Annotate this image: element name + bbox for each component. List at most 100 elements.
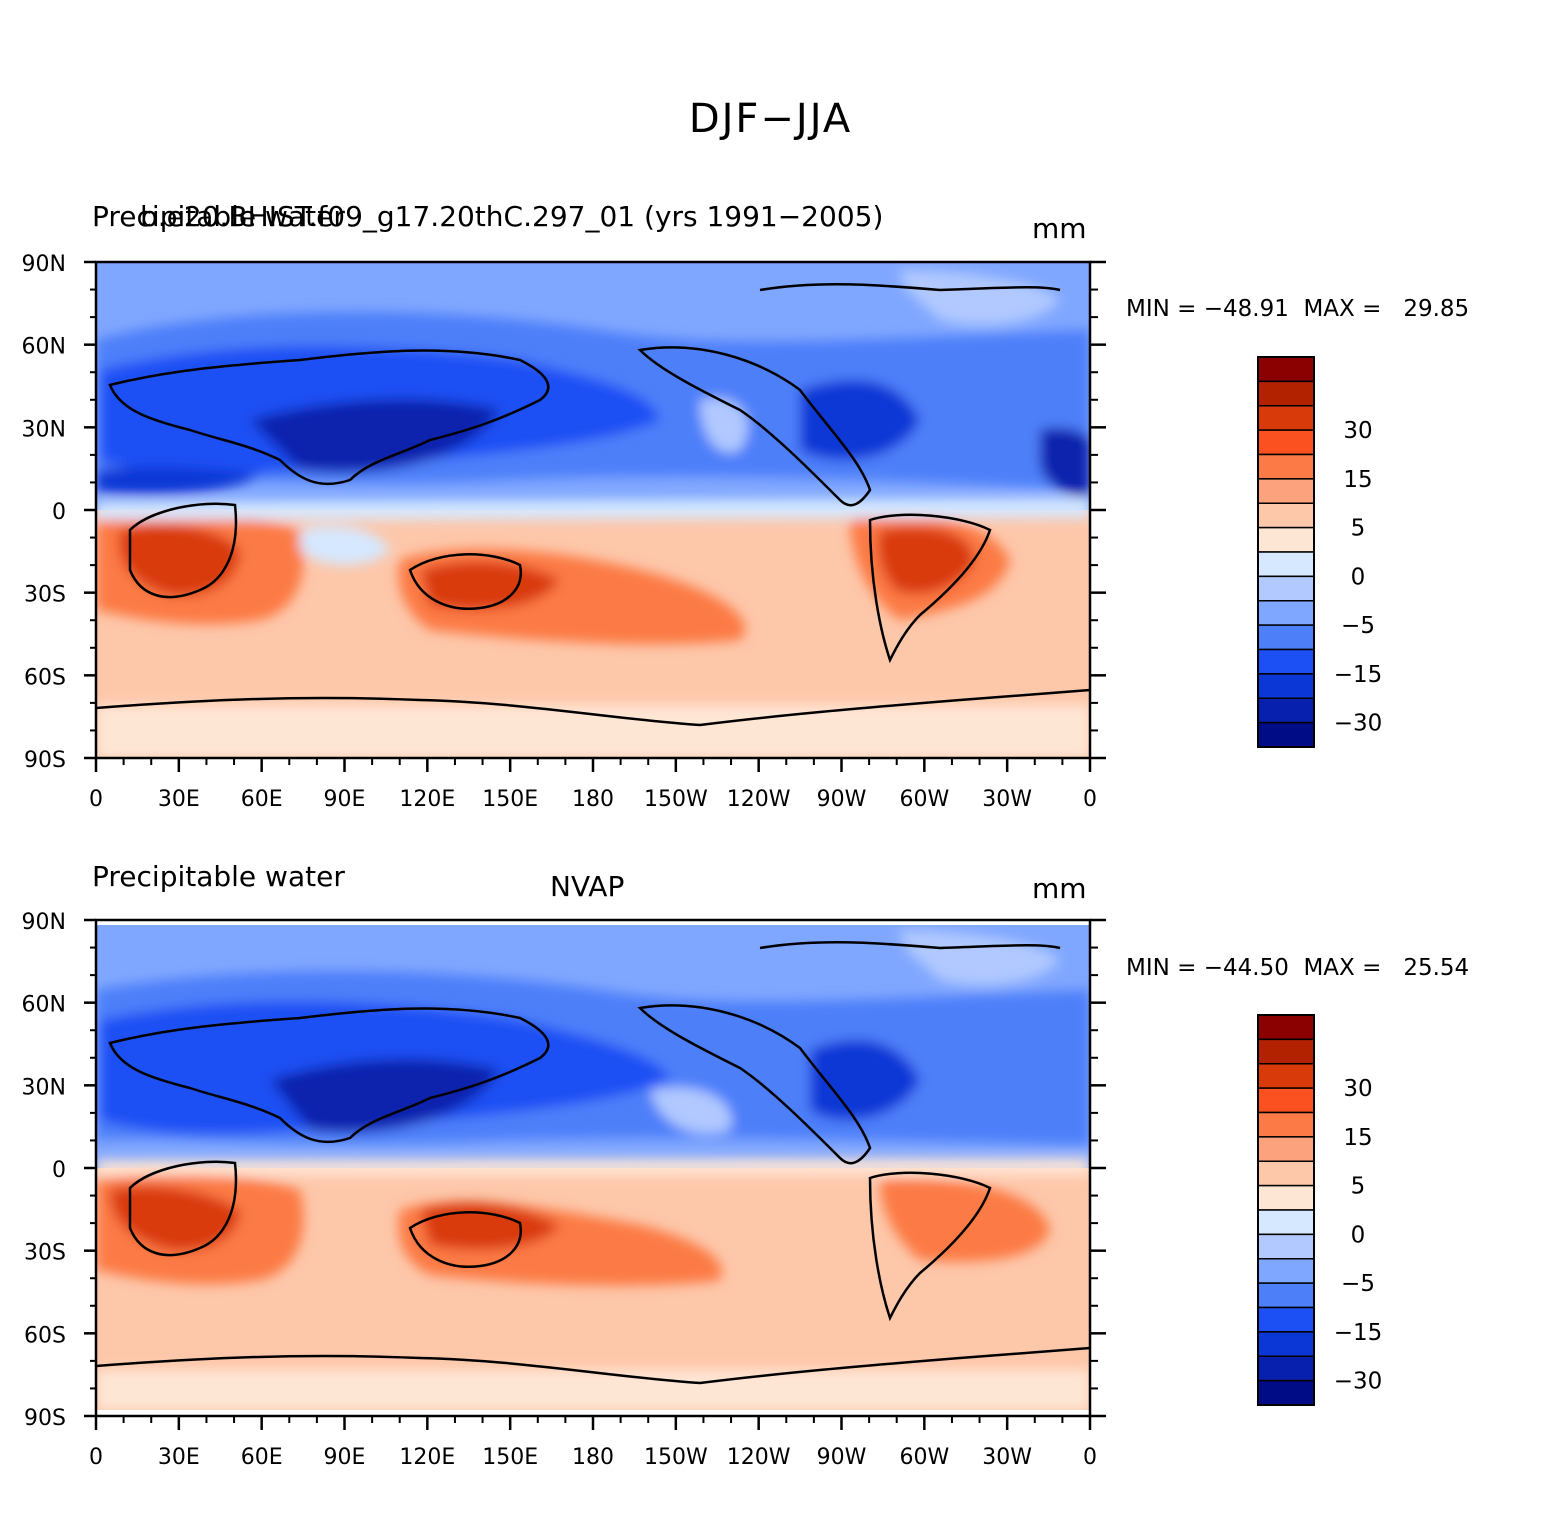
colorbar-swatch	[1257, 697, 1315, 724]
colorbar-label: 0	[1351, 564, 1366, 590]
lat-axis-1: 90N 60N 30N 0 30S 60S 90S	[22, 252, 1106, 773]
colorbar-swatch	[1257, 600, 1315, 626]
colorbar-swatch	[1257, 478, 1315, 504]
lon-axis-1: 0 30E 60E 90E 120E 150E 180 150W 120W 90W 60W 30W 0	[89, 758, 1097, 812]
colorbar-swatch	[1257, 380, 1315, 407]
colorbar-swatch	[1257, 1038, 1315, 1065]
colorbar-swatch	[1257, 1258, 1315, 1284]
lat-tick-label: 60N	[22, 335, 66, 360]
colorbar-label: 15	[1343, 467, 1372, 493]
lon-tick-label: 30E	[158, 787, 200, 812]
lon-tick-label: 60E	[241, 1445, 283, 1470]
lat-tick-label: 90S	[24, 1406, 66, 1431]
lon-tick-label: 30E	[158, 1445, 200, 1470]
colorbar-label: 0	[1351, 1222, 1366, 1248]
coastlines-2	[96, 940, 1090, 1385]
colorbar-swatch	[1257, 1184, 1315, 1211]
panel-1-center-title: b.e20.BHIST.f09_g17.20thC.297_01 (yrs 19…	[140, 200, 884, 233]
lon-tick-label: 90E	[324, 1445, 366, 1470]
lat-axis-2: 90N 60N 30N 0 30S 60S 90S	[22, 910, 1106, 1431]
colorbar-swatch	[1257, 575, 1315, 602]
colorbar-swatch	[1257, 526, 1315, 553]
panel-2-center-title: NVAP	[550, 870, 625, 903]
lon-tick-label: 0	[89, 1445, 103, 1470]
lat-tick-label: 60S	[24, 665, 66, 690]
colorbar-swatch	[1257, 356, 1315, 383]
colorbar-swatch	[1257, 429, 1315, 456]
field-1	[96, 262, 1090, 758]
colorbar-swatch	[1257, 1233, 1315, 1260]
colorbar-swatch	[1257, 1331, 1315, 1357]
lon-tick-label: 0	[89, 787, 103, 812]
lon-tick-label: 120E	[399, 787, 455, 812]
lon-tick-label: 90E	[324, 787, 366, 812]
lon-tick-label: 150W	[644, 1445, 708, 1470]
colorbar-2: 30 15 5 0 −5 −15 −30	[1257, 1014, 1383, 1406]
lon-tick-label: 30W	[982, 1445, 1032, 1470]
lat-tick-label: 0	[52, 1158, 66, 1183]
colorbar-label: 30	[1343, 418, 1372, 444]
lon-tick-label: 30W	[982, 787, 1032, 812]
lon-tick-label: 90W	[817, 787, 867, 812]
colorbar-swatch	[1257, 1355, 1315, 1382]
map-panel-2: 90N 60N 30N 0 30S 60S 90S 0 30E 60E 90E 120E 150E 18…	[22, 910, 1106, 1470]
lat-tick-label: 90N	[22, 910, 66, 935]
lon-tick-label: 120W	[727, 1445, 791, 1470]
coastlines-1	[96, 282, 1090, 727]
lat-tick-label: 60N	[22, 993, 66, 1018]
colorbar-swatch	[1257, 1160, 1315, 1187]
colorbar-label: 5	[1351, 516, 1366, 542]
lon-tick-label: 90W	[817, 1445, 867, 1470]
colorbar-label: −30	[1334, 1369, 1383, 1395]
colorbar-label: −15	[1334, 1320, 1383, 1346]
colorbar-label: 30	[1343, 1076, 1372, 1102]
lon-tick-label: 60E	[241, 787, 283, 812]
lon-tick-label: 120E	[399, 1445, 455, 1470]
lon-tick-label: 60W	[899, 1445, 949, 1470]
lon-tick-label: 180	[572, 787, 614, 812]
lat-tick-label: 30S	[24, 583, 66, 608]
lat-tick-label: 30N	[22, 1075, 66, 1100]
colorbar-swatch	[1257, 673, 1315, 699]
colorbar-swatch	[1257, 721, 1315, 748]
field-2	[96, 920, 1090, 1416]
panel-2-stats: MIN = −44.50 MAX = 25.54	[1126, 955, 1470, 981]
colorbar-swatch	[1257, 1014, 1315, 1041]
lon-tick-label: 150E	[482, 1445, 538, 1470]
colorbar-swatch	[1257, 1306, 1315, 1333]
colorbar-swatch	[1257, 551, 1315, 578]
panel-1-left-title: Precipitable water	[92, 200, 345, 233]
colorbar-label: −15	[1334, 662, 1383, 688]
colorbar-swatch	[1257, 648, 1315, 675]
colorbar-swatch	[1257, 1136, 1315, 1162]
panel-1-stats: MIN = −48.91 MAX = 29.85	[1126, 296, 1470, 322]
lat-tick-label: 30S	[24, 1241, 66, 1266]
lon-tick-label: 150E	[482, 787, 538, 812]
lat-tick-label: 90N	[22, 252, 66, 277]
lat-tick-label: 60S	[24, 1323, 66, 1348]
colorbar-swatch	[1257, 1209, 1315, 1236]
colorbar-swatch	[1257, 624, 1315, 651]
lon-tick-label: 0	[1083, 1445, 1097, 1470]
colorbar-swatch	[1257, 1111, 1315, 1138]
colorbar-1: 30 15 5 0 −5 −15 −30	[1257, 356, 1383, 748]
lat-tick-label: 90S	[24, 748, 66, 773]
figure-title: DJF−JJA	[688, 96, 853, 142]
lat-tick-label: 0	[52, 500, 66, 525]
lon-tick-label: 180	[572, 1445, 614, 1470]
lon-tick-label: 150W	[644, 787, 708, 812]
colorbar-swatch	[1257, 1282, 1315, 1309]
colorbar-label: −30	[1334, 711, 1383, 737]
lon-tick-label: 120W	[727, 787, 791, 812]
lon-tick-label: 60W	[899, 787, 949, 812]
map-panel-1: 90N 60N 30N 0 30S 60S 90S 0 30E 60E 90E 120E 150E 18…	[22, 252, 1106, 812]
colorbar-swatch	[1257, 1087, 1315, 1114]
lon-axis-2: 0 30E 60E 90E 120E 150E 180 150W 120W 90W 60W 30W 0	[89, 1416, 1097, 1470]
colorbar-label: 5	[1351, 1174, 1366, 1200]
colorbar-label: −5	[1341, 613, 1375, 639]
colorbar-swatch	[1257, 1379, 1315, 1406]
colorbar-label: −5	[1341, 1271, 1375, 1297]
colorbar-swatch	[1257, 453, 1315, 480]
panel-1-units: mm	[1032, 212, 1087, 245]
colorbar-swatch	[1257, 502, 1315, 529]
